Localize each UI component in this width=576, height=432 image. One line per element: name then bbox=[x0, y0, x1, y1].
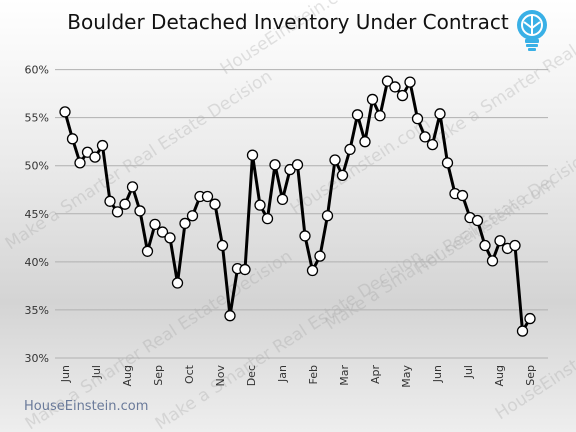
data-point bbox=[374, 110, 386, 122]
data-point bbox=[381, 75, 394, 87]
data-point bbox=[509, 239, 521, 252]
footer-site-label: HouseEinstein.com bbox=[24, 399, 149, 414]
data-point bbox=[366, 93, 379, 106]
data-point bbox=[471, 214, 484, 227]
data-point bbox=[516, 325, 529, 337]
x-tick-label: Jul bbox=[90, 365, 103, 379]
data-point bbox=[246, 149, 259, 161]
lightbulb-icon bbox=[517, 10, 547, 51]
data-point bbox=[201, 190, 214, 203]
data-point bbox=[389, 81, 401, 93]
data-point bbox=[486, 255, 499, 267]
data-point bbox=[261, 212, 274, 225]
x-tick-label: Aug bbox=[493, 365, 506, 386]
x-tick-label: Nov bbox=[214, 365, 227, 387]
data-point bbox=[89, 151, 101, 163]
y-tick-label: 55% bbox=[25, 112, 49, 125]
y-tick-label: 50% bbox=[25, 160, 49, 173]
x-tick-label: Sep bbox=[524, 365, 537, 386]
data-point bbox=[306, 264, 319, 277]
y-tick-label: 35% bbox=[25, 304, 49, 317]
chart-title: Boulder Detached Inventory Under Contrac… bbox=[67, 10, 509, 34]
data-point bbox=[254, 199, 266, 211]
x-tick-label: Mar bbox=[338, 365, 351, 386]
data-point bbox=[359, 136, 371, 148]
data-point bbox=[104, 195, 116, 207]
data-point bbox=[216, 239, 229, 252]
data-point bbox=[74, 157, 86, 169]
x-tick-label: Jan bbox=[276, 365, 289, 383]
data-point bbox=[404, 76, 416, 88]
y-tick-label: 45% bbox=[25, 208, 49, 221]
data-point bbox=[179, 217, 191, 230]
data-point bbox=[269, 159, 281, 171]
series-line bbox=[63, 79, 532, 333]
data-point bbox=[239, 263, 251, 276]
data-point bbox=[134, 205, 146, 217]
data-point bbox=[224, 310, 236, 322]
data-point bbox=[336, 169, 349, 182]
data-point bbox=[171, 277, 184, 289]
data-point bbox=[441, 157, 454, 169]
data-point bbox=[426, 138, 439, 151]
y-tick-label: 30% bbox=[25, 352, 49, 365]
x-tick-label: Jul bbox=[462, 365, 475, 379]
data-point bbox=[126, 181, 139, 193]
x-tick-label: May bbox=[400, 365, 413, 388]
data-point bbox=[456, 189, 469, 202]
data-point bbox=[164, 232, 176, 244]
data-point bbox=[186, 210, 199, 222]
data-point bbox=[411, 112, 424, 125]
x-tick-label: Sep bbox=[152, 365, 165, 386]
data-point bbox=[66, 133, 79, 145]
data-point bbox=[321, 210, 334, 222]
x-tick-label: Apr bbox=[369, 365, 382, 385]
x-tick-label: Dec bbox=[245, 365, 258, 386]
x-tick-label: Feb bbox=[307, 365, 320, 384]
data-point bbox=[494, 235, 506, 247]
data-point bbox=[479, 239, 491, 252]
data-point bbox=[419, 131, 431, 143]
data-point bbox=[209, 198, 221, 210]
data-point bbox=[149, 218, 161, 231]
data-point bbox=[156, 226, 169, 238]
x-tick-label: Aug bbox=[121, 365, 134, 386]
data-point bbox=[396, 89, 409, 102]
y-tick-label: 40% bbox=[25, 256, 49, 269]
data-point bbox=[111, 206, 124, 218]
data-point bbox=[291, 159, 304, 171]
data-point bbox=[314, 250, 326, 262]
x-tick-label: Jun bbox=[59, 365, 72, 383]
data-point bbox=[351, 109, 364, 121]
x-tick-label: Oct bbox=[183, 364, 196, 384]
x-tick-label: Jun bbox=[431, 365, 444, 383]
data-point bbox=[119, 198, 131, 210]
data-point bbox=[276, 193, 289, 206]
data-point bbox=[96, 139, 109, 152]
data-point bbox=[59, 106, 71, 118]
y-tick-label: 60% bbox=[25, 64, 49, 77]
data-point bbox=[524, 312, 536, 325]
data-point bbox=[329, 154, 341, 166]
data-point bbox=[434, 108, 446, 120]
data-point bbox=[141, 245, 154, 257]
data-point bbox=[299, 230, 311, 242]
data-point bbox=[344, 143, 356, 156]
